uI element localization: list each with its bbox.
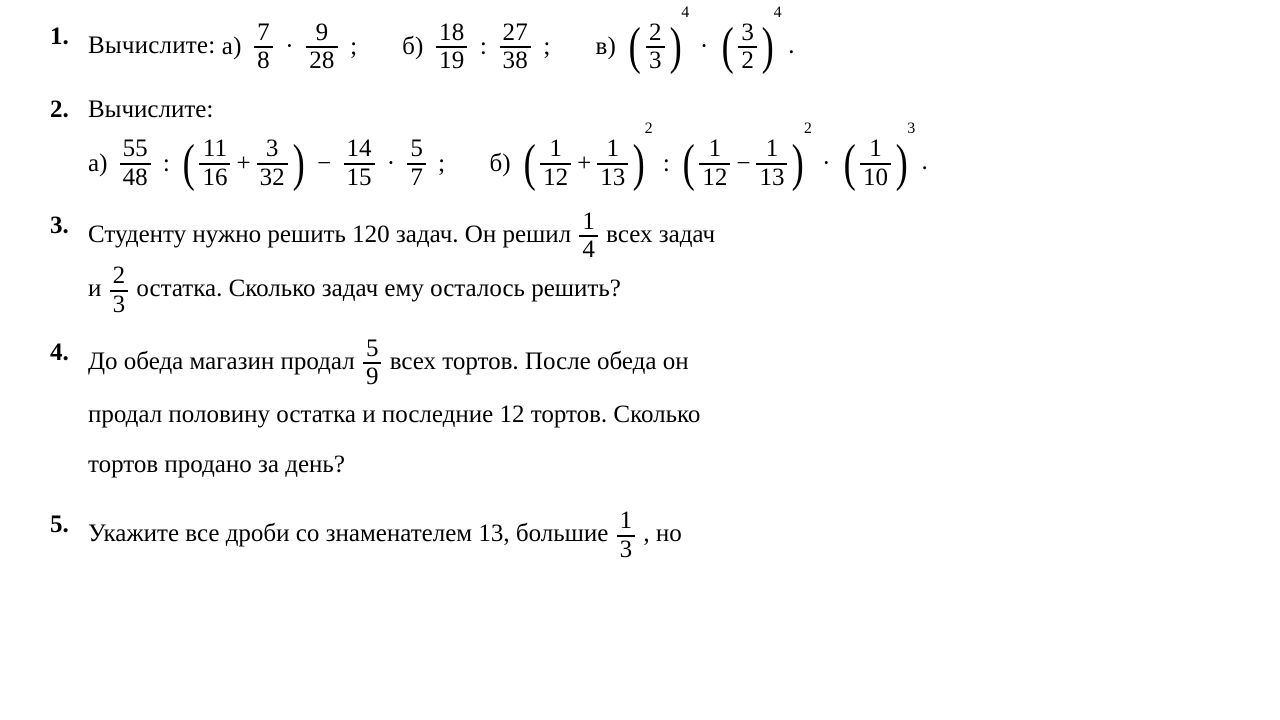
fraction: 110 [860,136,891,191]
operator-dot: · [387,147,395,181]
fraction: 23 [110,263,129,318]
fraction: 14 [579,209,598,264]
text: остатка. Сколько задач ему осталось реши… [136,275,620,302]
problem-body: Укажите все дроби со знаменателем 13, бо… [88,508,1240,563]
fraction: 1116 [199,136,230,191]
problem-5: 5. Укажите все дроби со знаменателем 13,… [50,508,1240,563]
open-paren-icon: ( [629,26,641,68]
exponent: 4 [681,4,689,21]
text: До обеда магазин продал [88,348,361,375]
problem-2: 2. Вычислите: а) 5548 : ( 1116 + 332 ) −… [50,93,1240,191]
operator-dot: · [822,147,830,181]
open-paren-icon: ( [843,143,855,185]
open-paren-icon: ( [523,143,535,185]
close-paren-icon: ) [669,26,681,68]
open-paren-icon: ( [683,143,695,185]
close-paren-icon: ) [792,143,804,185]
close-paren-icon: ) [633,143,645,185]
operator-div: : [480,30,487,64]
problem-4: 4. До обеда магазин продал 59 всех торто… [50,336,1240,491]
tail: ; [543,30,550,64]
fraction: 113 [597,136,628,191]
fraction: 332 [257,136,288,191]
exponent: 3 [907,120,915,137]
part-c-label: в) [595,30,616,64]
text: Студенту нужно решить 120 задач. Он реши… [88,221,577,248]
lead-text: Вычислите: [88,96,213,123]
paren-group: ( 110 ) [841,136,911,191]
paren-group: ( 1116 + 332 ) [180,136,307,191]
problem-body: До обеда магазин продал 59 всех тортов. … [88,336,1240,491]
operator-minus: − [736,147,750,181]
text: , но [643,520,681,547]
text: всех тортов. После обеда он [390,348,689,375]
math-worksheet: 1. Вычислите: а) 78 · 928 ; б) 1819 : 27… [0,0,1280,573]
problem-number: 4. [50,336,88,370]
part-a-label: а) [88,147,107,181]
operator-plus: + [577,147,591,181]
fraction: 112 [699,136,730,191]
fraction: 112 [540,136,571,191]
tail: . [788,32,794,59]
tail: ; [438,147,445,181]
tail: . [922,148,928,175]
problem-body: Вычислите: а) 78 · 928 ; б) 1819 : 2738 … [88,20,1240,75]
paren-group: ( 112 + 113 ) [521,136,648,191]
fraction: 113 [756,136,787,191]
text: всех задач [606,221,715,248]
operator-plus: + [236,147,250,181]
problem-2-expressions: а) 5548 : ( 1116 + 332 ) − 1415 · 57 ; б… [88,136,1240,191]
fraction: 32 [738,20,757,75]
fraction: 57 [407,136,426,191]
fraction: 1819 [436,20,467,75]
problem-body: Студенту нужно решить 120 задач. Он реши… [88,209,1240,318]
lead-text: Вычислите: [88,32,215,59]
tail: ; [350,30,357,64]
exponent: 2 [645,120,653,137]
fraction: 23 [646,20,665,75]
open-paren-icon: ( [721,26,733,68]
part-b-label: б) [402,30,423,64]
paren-group: ( 112 − 113 ) [680,136,807,191]
fraction: 78 [254,20,273,75]
problem-number: 2. [50,93,88,127]
fraction: 1415 [344,136,375,191]
operator-minus: − [317,147,331,181]
problem-number: 1. [50,20,88,54]
problem-1: 1. Вычислите: а) 78 · 928 ; б) 1819 : 27… [50,20,1240,75]
operator-dot: · [700,30,709,64]
text: тортов продано за день? [88,451,345,478]
fraction: 2738 [500,20,531,75]
fraction: 5548 [120,136,151,191]
close-paren-icon: ) [762,26,774,68]
text: и [88,275,108,302]
exponent: 2 [804,120,812,137]
exponent: 4 [774,4,782,21]
problem-3: 3. Студенту нужно решить 120 задач. Он р… [50,209,1240,318]
problem-number: 3. [50,209,88,243]
text: продал половину остатка и последние 12 т… [88,401,700,428]
fraction: 59 [363,336,382,391]
operator-div: : [663,147,670,181]
operator-div: : [163,147,170,181]
part-b-label: б) [490,147,511,181]
operator-dot: · [285,30,294,64]
problem-body: Вычислите: а) 5548 : ( 1116 + 332 ) − 14… [88,93,1240,191]
close-paren-icon: ) [292,143,304,185]
paren-group: ( 32 ) [719,20,777,75]
open-paren-icon: ( [183,143,195,185]
paren-group: ( 23 ) [626,20,684,75]
part-a-label: а) [222,30,242,64]
close-paren-icon: ) [896,143,908,185]
text: Укажите все дроби со знаменателем 13, бо… [88,520,615,547]
fraction: 13 [617,508,636,563]
problem-number: 5. [50,508,88,542]
fraction: 928 [306,20,337,75]
